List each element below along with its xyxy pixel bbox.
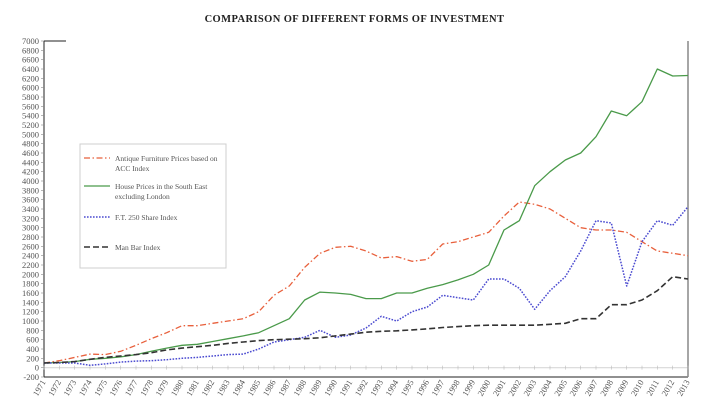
- y-tick-label: 6600: [22, 55, 39, 65]
- y-tick-label: 6200: [22, 73, 39, 83]
- x-tick-label: 1995: [399, 378, 416, 398]
- x-tick-label: 2002: [506, 378, 523, 398]
- x-tick-label: 1984: [230, 377, 248, 397]
- x-tick-label: 2009: [613, 378, 630, 398]
- x-tick-label: 1972: [46, 378, 63, 398]
- y-tick-label: 5600: [22, 101, 39, 111]
- series-lines: [43, 68, 689, 367]
- y-tick-label: 3200: [22, 213, 39, 223]
- y-tick-label: 3800: [22, 185, 39, 195]
- x-tick-label: 1979: [153, 378, 170, 398]
- x-tick-label: 1993: [368, 378, 385, 398]
- chart-title: COMPARISON OF DIFFERENT FORMS OF INVESTM…: [204, 14, 505, 25]
- x-tick-label: 2003: [521, 378, 538, 398]
- x-tick-label: 1976: [107, 378, 124, 398]
- x-tick-label: 2000: [475, 378, 492, 398]
- y-tick-label: 3000: [22, 223, 39, 233]
- x-tick-label: 1980: [169, 378, 186, 398]
- legend-label-2: House Prices in the South East excluding …: [115, 182, 208, 201]
- x-tick-label: 1994: [383, 377, 401, 397]
- x-tick-label: 1977: [123, 378, 140, 398]
- y-tick-label: 2400: [22, 251, 39, 261]
- x-tick-label: 1998: [445, 378, 462, 398]
- y-tick-label: 5400: [22, 111, 39, 121]
- y-tick-label: 1000: [22, 316, 39, 326]
- y-tick-label: 2000: [22, 269, 39, 279]
- x-axis-ticks: 1971197219731974197519761977197819791980…: [31, 365, 692, 398]
- y-tick-label: 800: [26, 325, 39, 335]
- x-tick-label: 2013: [675, 378, 692, 398]
- x-tick-label: 1981: [184, 378, 201, 398]
- x-tick-label: 1988: [291, 378, 308, 398]
- x-tick-label: 2010: [629, 378, 646, 398]
- x-tick-label: 2004: [537, 377, 555, 397]
- x-tick-label: 1986: [261, 378, 278, 398]
- y-tick-label: 4200: [22, 167, 39, 177]
- y-tick-label: 3600: [22, 195, 39, 205]
- y-tick-label: 600: [26, 335, 39, 345]
- x-tick-label: 2012: [659, 378, 676, 398]
- x-tick-label: 2006: [567, 378, 584, 398]
- x-tick-label: 1990: [322, 378, 339, 398]
- x-tick-label: 1992: [353, 378, 370, 398]
- y-tick-label: 1800: [22, 279, 39, 289]
- x-tick-label: 1985: [245, 378, 262, 398]
- y-tick-label: -200: [23, 372, 39, 382]
- x-tick-label: 1989: [307, 378, 324, 398]
- y-tick-label: 2600: [22, 241, 39, 251]
- legend: Antique Furniture Prices based on ACC Ind…: [79, 143, 227, 269]
- y-tick-label: 0: [35, 363, 39, 373]
- y-tick-label: 6800: [22, 45, 39, 55]
- x-tick-label: 1999: [460, 378, 477, 398]
- legend-label-3: F.T. 250 Share Index: [115, 213, 178, 222]
- y-tick-label: 6400: [22, 64, 39, 74]
- y-tick-label: 4400: [22, 157, 39, 167]
- y-tick-label: 3400: [22, 204, 39, 214]
- y-tick-label: 6000: [22, 83, 39, 93]
- y-tick-label: 5800: [22, 92, 39, 102]
- y-tick-label: 1600: [22, 288, 39, 298]
- x-tick-label: 1982: [199, 378, 216, 398]
- x-tick-label: 1987: [276, 378, 293, 398]
- y-tick-label: 4000: [22, 176, 39, 186]
- x-tick-label: 1978: [138, 378, 155, 398]
- y-tick-label: 2800: [22, 232, 39, 242]
- x-tick-label: 2001: [491, 378, 508, 398]
- x-tick-label: 1973: [61, 378, 78, 398]
- series-line-2: [43, 68, 689, 364]
- x-tick-label: 2005: [552, 378, 569, 398]
- x-tick-label: 2011: [644, 378, 661, 397]
- legend-label-1: Antique Furniture Prices based on ACC Ind…: [115, 154, 218, 173]
- y-tick-label: 5000: [22, 129, 39, 139]
- y-tick-label: 7000: [22, 36, 39, 46]
- x-tick-label: 1983: [215, 378, 232, 398]
- y-tick-label: 200: [26, 353, 39, 363]
- x-tick-label: 1997: [429, 378, 446, 398]
- y-tick-label: 400: [26, 344, 39, 354]
- y-tick-label: 2200: [22, 260, 39, 270]
- y-tick-label: 4800: [22, 139, 39, 149]
- series-line-3: [44, 206, 689, 367]
- y-axis-ticks: -200020040060080010001200140016001800200…: [22, 36, 44, 382]
- legend-label-4: Man Bar Index: [115, 243, 161, 252]
- y-tick-label: 1200: [22, 307, 39, 317]
- x-tick-label: 1974: [77, 377, 95, 397]
- x-tick-label: 2007: [583, 378, 600, 398]
- x-tick-label: 1991: [337, 378, 354, 398]
- y-tick-label: 5200: [22, 120, 39, 130]
- x-tick-label: 2008: [598, 378, 615, 398]
- series-line-4: [43, 275, 689, 364]
- x-tick-label: 1975: [92, 378, 109, 398]
- y-tick-label: 4600: [22, 148, 39, 158]
- y-tick-label: 1400: [22, 297, 39, 307]
- x-tick-label: 1996: [414, 378, 431, 398]
